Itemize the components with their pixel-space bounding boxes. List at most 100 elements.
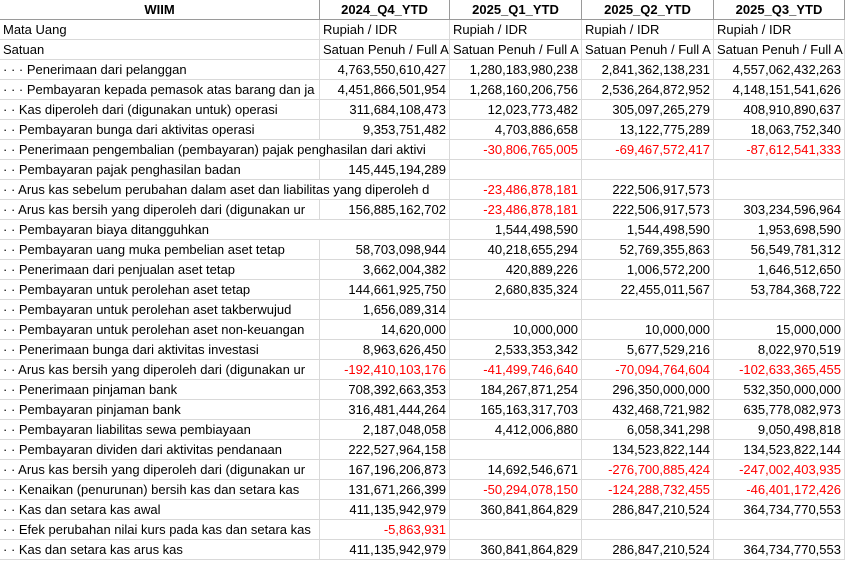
value-cell: 1,268,160,206,756 <box>450 80 582 100</box>
row-label: · · Kenaikan (penurunan) bersih kas dan … <box>0 480 320 500</box>
value-cell: 2,680,835,324 <box>450 280 582 300</box>
value-cell: 364,734,770,553 <box>714 540 845 560</box>
empty-cell <box>714 300 845 320</box>
value-cell: Satuan Penuh / Full A <box>450 40 582 60</box>
empty-cell <box>450 300 582 320</box>
value-cell: 2,841,362,138,231 <box>582 60 714 80</box>
value-cell: 411,135,942,979 <box>320 540 450 560</box>
value-cell: 144,661,925,750 <box>320 280 450 300</box>
value-cell: -5,863,931 <box>320 520 450 540</box>
value-cell: 4,557,062,432,263 <box>714 60 845 80</box>
value-cell: 15,000,000 <box>714 320 845 340</box>
column-header: 2025_Q3_YTD <box>714 0 845 20</box>
value-cell: 305,097,265,279 <box>582 100 714 120</box>
value-cell: -50,294,078,150 <box>450 480 582 500</box>
value-cell: 8,963,626,450 <box>320 340 450 360</box>
value-cell: 364,734,770,553 <box>714 500 845 520</box>
value-cell: 9,353,751,482 <box>320 120 450 140</box>
value-cell: 222,506,917,573 <box>582 200 714 220</box>
row-label: · · Pembayaran biaya ditangguhkan <box>0 220 450 240</box>
value-cell: 14,692,546,671 <box>450 460 582 480</box>
value-cell: -23,486,878,181 <box>450 200 582 220</box>
value-cell: 1,953,698,590 <box>714 220 845 240</box>
value-cell: 22,455,011,567 <box>582 280 714 300</box>
value-cell: 316,481,444,264 <box>320 400 450 420</box>
empty-cell <box>450 440 582 460</box>
value-cell: -124,288,732,455 <box>582 480 714 500</box>
row-label: · · Pembayaran bunga dari aktivitas oper… <box>0 120 320 140</box>
value-cell: 40,218,655,294 <box>450 240 582 260</box>
row-label: · · Kas diperoleh dari (digunakan untuk)… <box>0 100 320 120</box>
value-cell: 13,122,775,289 <box>582 120 714 140</box>
value-cell: 2,533,353,342 <box>450 340 582 360</box>
empty-cell <box>450 520 582 540</box>
row-label: · · Penerimaan dari penjualan aset tetap <box>0 260 320 280</box>
row-label: · · Arus kas bersih yang diperoleh dari … <box>0 360 320 380</box>
value-cell: 4,451,866,501,954 <box>320 80 450 100</box>
row-label: · · Efek perubahan nilai kurs pada kas d… <box>0 520 320 540</box>
value-cell: 1,544,498,590 <box>582 220 714 240</box>
value-cell: 8,022,970,519 <box>714 340 845 360</box>
empty-cell <box>714 180 845 200</box>
value-cell: 360,841,864,829 <box>450 540 582 560</box>
row-label: · · Pembayaran untuk perolehan aset takb… <box>0 300 320 320</box>
value-cell: 56,549,781,312 <box>714 240 845 260</box>
value-cell: 1,544,498,590 <box>450 220 582 240</box>
value-cell: 222,506,917,573 <box>582 180 714 200</box>
value-cell: Satuan Penuh / Full A <box>320 40 450 60</box>
row-label: · · · Penerimaan dari pelanggan <box>0 60 320 80</box>
value-cell: 18,063,752,340 <box>714 120 845 140</box>
row-label: · · Arus kas sebelum perubahan dalam ase… <box>0 180 450 200</box>
row-label: · · Penerimaan pinjaman bank <box>0 380 320 400</box>
value-cell: 134,523,822,144 <box>714 440 845 460</box>
value-cell: 532,350,000,000 <box>714 380 845 400</box>
value-cell: 4,412,006,880 <box>450 420 582 440</box>
value-cell: 4,148,151,541,626 <box>714 80 845 100</box>
value-cell: -276,700,885,424 <box>582 460 714 480</box>
value-cell: Rupiah / IDR <box>320 20 450 40</box>
value-cell: 635,778,082,973 <box>714 400 845 420</box>
value-cell: 408,910,890,637 <box>714 100 845 120</box>
column-header: 2024_Q4_YTD <box>320 0 450 20</box>
row-label: · · Penerimaan pengembalian (pembayaran)… <box>0 140 450 160</box>
row-label: Satuan <box>0 40 320 60</box>
row-label: · · Kas dan setara kas arus kas <box>0 540 320 560</box>
row-label: · · Pembayaran dividen dari aktivitas pe… <box>0 440 320 460</box>
value-cell: -30,806,765,005 <box>450 140 582 160</box>
value-cell: 14,620,000 <box>320 320 450 340</box>
row-label: · · Arus kas bersih yang diperoleh dari … <box>0 460 320 480</box>
value-cell: 360,841,864,829 <box>450 500 582 520</box>
value-cell: 222,527,964,158 <box>320 440 450 460</box>
row-label: · · Pembayaran pinjaman bank <box>0 400 320 420</box>
value-cell: 286,847,210,524 <box>582 540 714 560</box>
value-cell: 53,784,368,722 <box>714 280 845 300</box>
value-cell: 420,889,226 <box>450 260 582 280</box>
value-cell: Rupiah / IDR <box>714 20 845 40</box>
value-cell: 165,163,317,703 <box>450 400 582 420</box>
value-cell: -69,467,572,417 <box>582 140 714 160</box>
value-cell: -87,612,541,333 <box>714 140 845 160</box>
row-label: · · Kas dan setara kas awal <box>0 500 320 520</box>
row-label: · · · Pembayaran kepada pemasok atas bar… <box>0 80 320 100</box>
value-cell: -41,499,746,640 <box>450 360 582 380</box>
value-cell: -23,486,878,181 <box>450 180 582 200</box>
value-cell: -247,002,403,935 <box>714 460 845 480</box>
row-label: · · Arus kas bersih yang diperoleh dari … <box>0 200 320 220</box>
column-header: 2025_Q2_YTD <box>582 0 714 20</box>
value-cell: 432,468,721,982 <box>582 400 714 420</box>
row-label: · · Pembayaran uang muka pembelian aset … <box>0 240 320 260</box>
value-cell: 4,763,550,610,427 <box>320 60 450 80</box>
row-label: · · Pembayaran untuk perolehan aset teta… <box>0 280 320 300</box>
value-cell: -70,094,764,604 <box>582 360 714 380</box>
value-cell: 12,023,773,482 <box>450 100 582 120</box>
value-cell: 296,350,000,000 <box>582 380 714 400</box>
value-cell: Satuan Penuh / Full A <box>714 40 845 60</box>
value-cell: 411,135,942,979 <box>320 500 450 520</box>
value-cell: 2,187,048,058 <box>320 420 450 440</box>
row-label: · · Penerimaan bunga dari aktivitas inve… <box>0 340 320 360</box>
value-cell: 1,280,183,980,238 <box>450 60 582 80</box>
value-cell: Rupiah / IDR <box>582 20 714 40</box>
value-cell: 184,267,871,254 <box>450 380 582 400</box>
column-header: 2025_Q1_YTD <box>450 0 582 20</box>
value-cell: 167,196,206,873 <box>320 460 450 480</box>
